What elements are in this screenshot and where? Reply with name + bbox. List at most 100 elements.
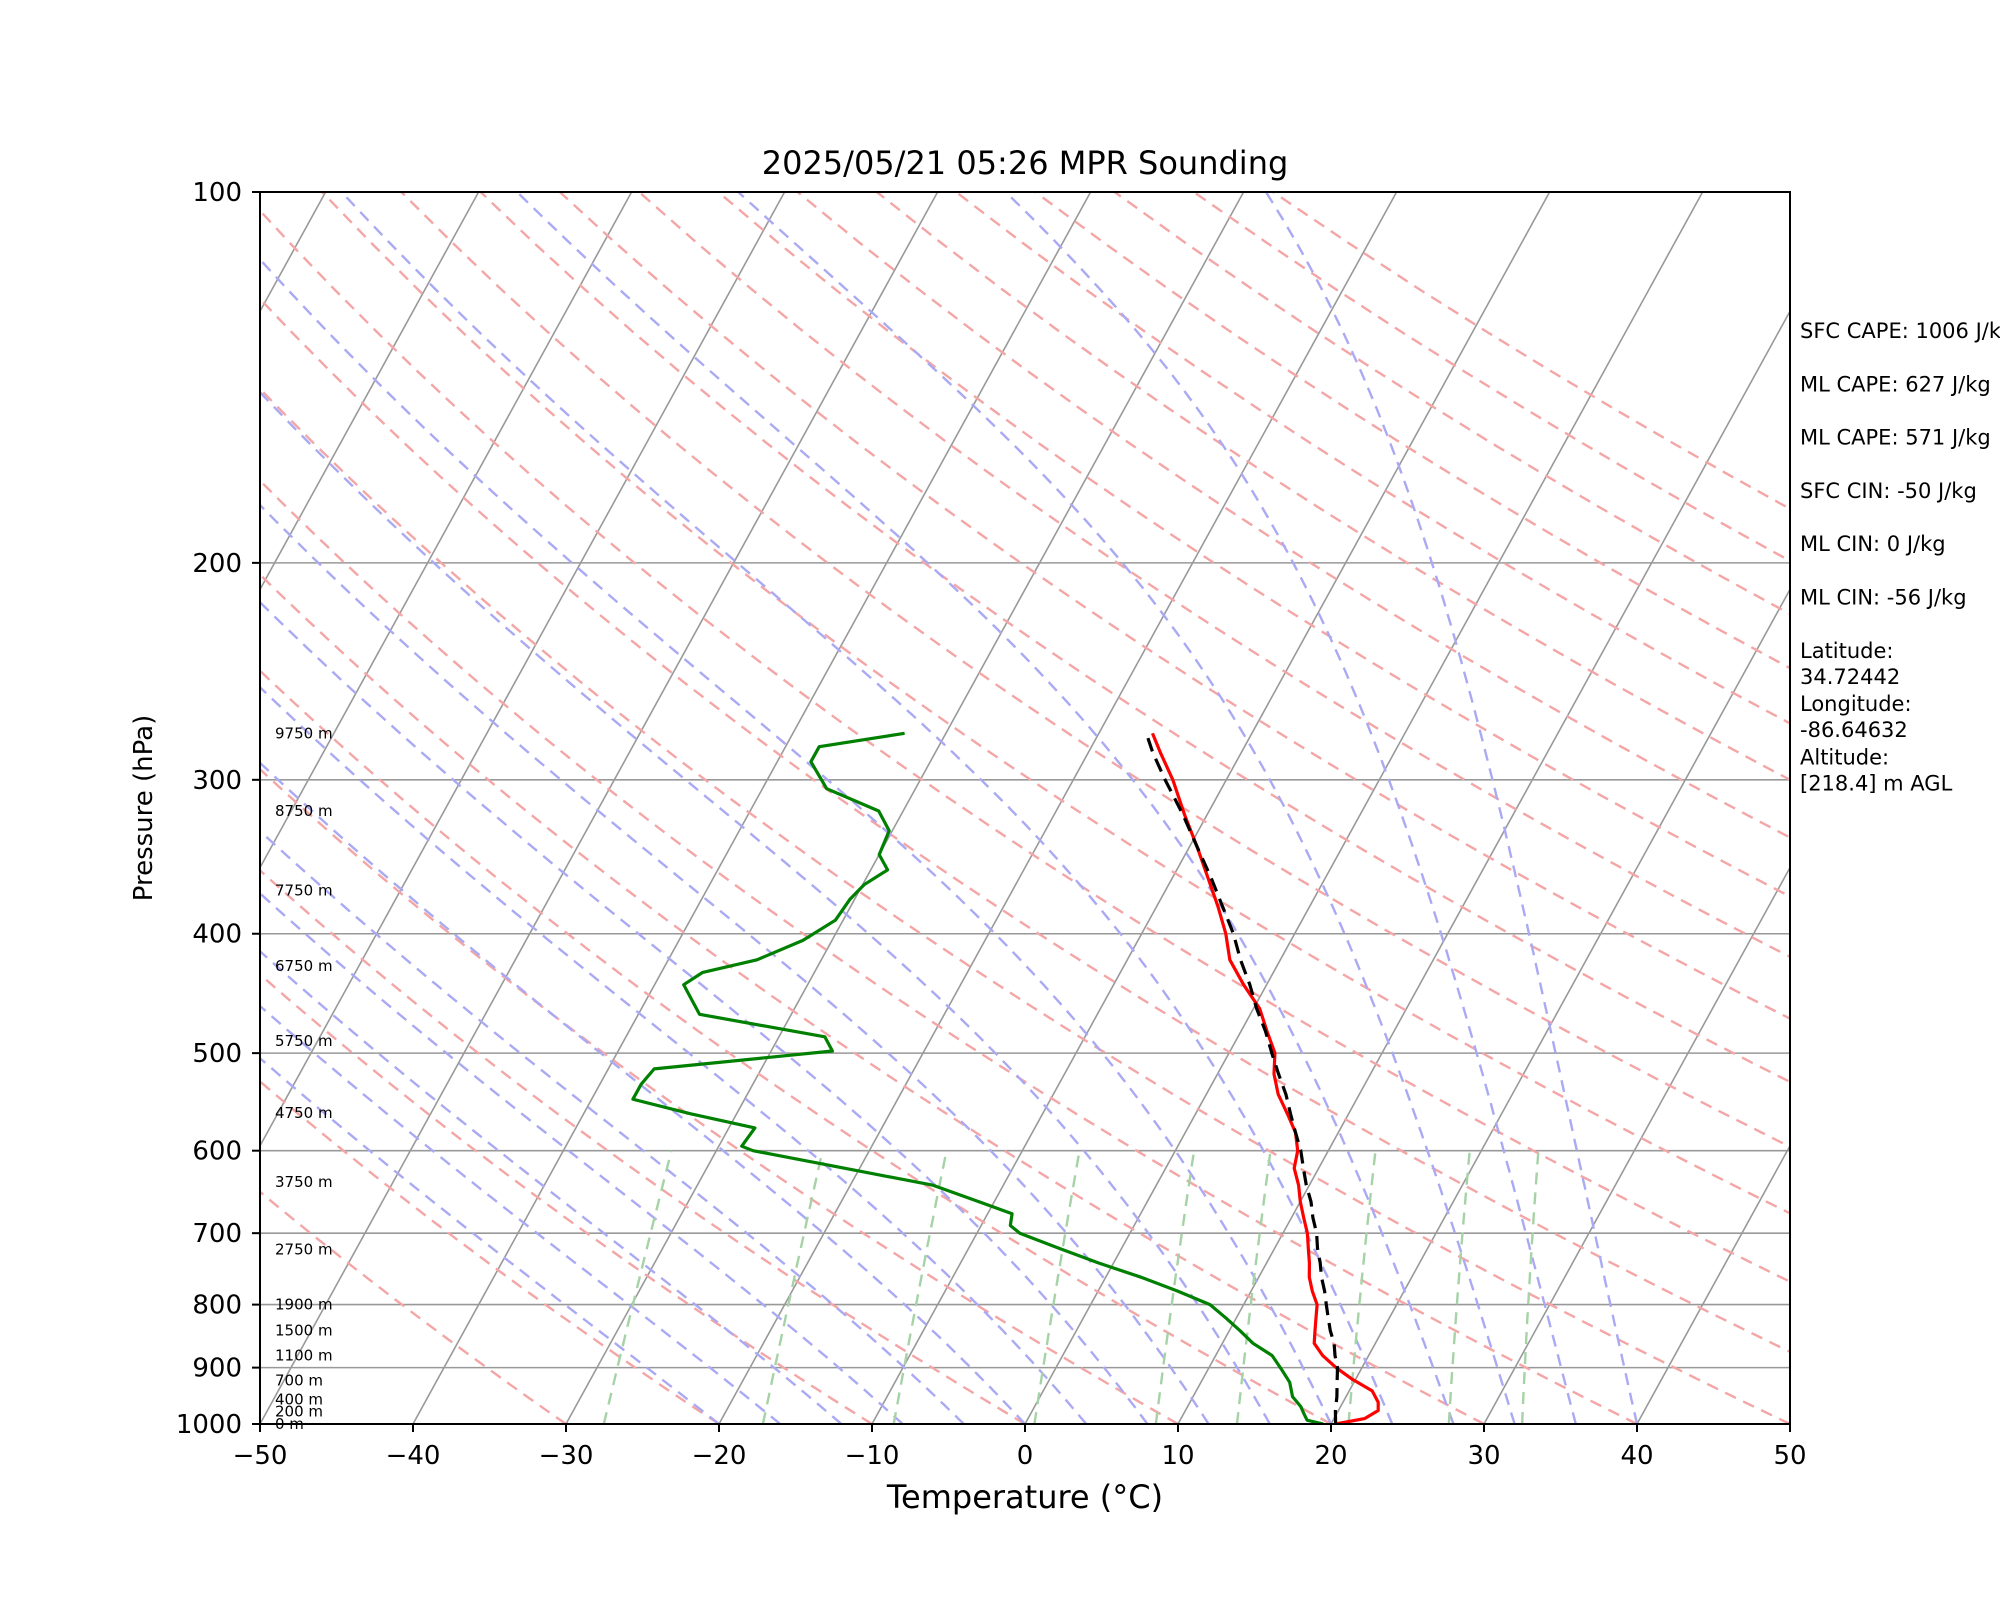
moist-adiabat-line (1264, 192, 1639, 1424)
isotherm-line (260, 192, 480, 592)
height-label: 1100 m (275, 1347, 333, 1365)
mixing-ratio-line (1033, 1150, 1081, 1424)
x-tick-label: 0 (1017, 1441, 1034, 1471)
annotations: SFC CAPE: 1006 J/kg ML CAPE: 627 J/kg ML C… (1800, 319, 2000, 795)
x-tick-label: −50 (233, 1441, 288, 1471)
dry-adiabat-line (260, 208, 1790, 1284)
x-tick-label: 10 (1161, 1441, 1194, 1471)
annotation-text: ML CAPE: 627 J/kg (1800, 372, 1991, 396)
moist-adiabat-line (260, 257, 1333, 1424)
height-label: 6750 m (275, 957, 333, 975)
moist-adiabat-line (260, 829, 965, 1424)
annotation-text: ML CIN: -56 J/kg (1800, 586, 1967, 610)
dry-adiabat-line (260, 478, 1638, 1424)
y-axis: 100 200 300 400 500 600 700 800 900 1000 (176, 178, 260, 1440)
height-label: 5750 m (275, 1032, 333, 1050)
y-tick-label: 300 (192, 766, 242, 796)
moist-adiabat-line (260, 390, 1271, 1424)
dry-adiabat-line (400, 192, 1790, 1149)
x-tick-label: 50 (1773, 1441, 1806, 1471)
annotation-text: Latitude: 34.72442 (1800, 639, 1900, 689)
y-tick-label: 500 (192, 1039, 242, 1069)
x-axis: −50 −40 −30 −20 −10 0 10 20 30 40 50 (233, 1424, 1807, 1471)
x-tick-label: −10 (845, 1441, 900, 1471)
x-tick-label: 20 (1314, 1441, 1347, 1471)
y-tick-label: 400 (192, 920, 242, 950)
annotation-text: Longitude: -86.64632 (1800, 692, 1912, 742)
mixing-ratio-line (1347, 1150, 1377, 1424)
moist-adiabat-line (260, 685, 1088, 1424)
annotation-text: SFC CAPE: 1006 J/kg (1800, 319, 2000, 343)
height-label: 7750 m (275, 882, 333, 900)
plot-area (0, 192, 1790, 1424)
height-label: 3750 m (275, 1173, 333, 1191)
plot-frame (259, 191, 1791, 1425)
dry-adiabat-line (260, 767, 1179, 1424)
dry-adiabat-line (260, 1190, 567, 1424)
height-label: 200 m (275, 1403, 323, 1421)
mixing-ratio-line (1235, 1150, 1272, 1424)
mixing-ratio-line (1520, 1150, 1540, 1424)
height-label: 700 m (275, 1372, 323, 1390)
isotherm-line (565, 192, 1245, 1424)
moist-adiabat-line (260, 503, 1210, 1424)
dewpoint-trace (631, 731, 1324, 1424)
isotherm-line (0, 192, 20, 1424)
height-label: 1900 m (275, 1296, 333, 1314)
mixing-ratio-line (602, 1150, 673, 1424)
isotherm-line (1330, 587, 1790, 1424)
y-tick-label: 800 (192, 1291, 242, 1321)
moist-adiabat-line (260, 891, 904, 1424)
grid-layer (0, 192, 1790, 1424)
height-label: 1500 m (275, 1322, 333, 1340)
temperature-trace (1151, 732, 1380, 1424)
x-tick-label: 30 (1467, 1441, 1500, 1471)
dry-adiabat-line (638, 192, 1790, 959)
dry-adiabat-line (479, 192, 1790, 1084)
x-tick-label: −20 (692, 1441, 747, 1471)
y-tick-label: 600 (192, 1137, 242, 1167)
annotation-text: ML CAPE: 571 J/kg (1800, 426, 1991, 450)
dry-adiabat-line (558, 192, 1790, 1020)
y-tick-label: 200 (192, 549, 242, 579)
mixing-ratio-line (892, 1150, 948, 1424)
height-label: 2750 m (275, 1241, 333, 1259)
isotherm-line (260, 192, 633, 870)
moist-adiabat-line (260, 761, 1026, 1424)
dry-adiabat-line (260, 868, 1026, 1424)
annotation-text: ML CIN: 0 J/kg (1800, 532, 1946, 556)
y-axis-label: Pressure (hPa) (129, 715, 159, 902)
y-tick-label: 100 (192, 178, 242, 208)
moist-adiabat-line (516, 192, 1455, 1424)
chart-title: 2025/05/21 05:26 MPR Sounding (762, 144, 1289, 182)
dry-adiabat-line (260, 972, 873, 1424)
isotherm-line (1636, 1144, 1790, 1424)
y-tick-label: 1000 (176, 1410, 242, 1440)
annotation-text: SFC CIN: -50 J/kg (1800, 479, 1977, 503)
x-axis-label: Temperature (°C) (886, 1478, 1163, 1516)
dry-adiabat-line (796, 192, 1790, 839)
moist-adiabat-line (340, 192, 1394, 1424)
dry-adiabat-line (321, 192, 1790, 1215)
isotherm-line (1177, 309, 1790, 1424)
dry-adiabat-line (260, 387, 1790, 1424)
height-label: 400 m (275, 1390, 323, 1408)
height-label: 9750 m (275, 724, 333, 742)
isotherm-line (260, 192, 786, 1148)
mixing-ratio-line (761, 1150, 824, 1424)
moist-adiabat-line (260, 600, 1149, 1424)
dry-adiabat-line (260, 1079, 720, 1424)
x-tick-label: −30 (539, 1441, 594, 1471)
dry-adiabat-line (876, 192, 1790, 782)
y-tick-label: 700 (192, 1219, 242, 1249)
isotherm-line (1483, 865, 1790, 1424)
x-tick-label: 40 (1620, 1441, 1653, 1471)
dry-adiabat-line (955, 192, 1790, 725)
data-layer (631, 731, 1380, 1424)
dry-adiabat-line (260, 572, 1485, 1424)
moist-adiabat-line (737, 192, 1516, 1424)
parcel-trace (1144, 732, 1340, 1424)
annotation-text: Altitude: [218.4] m AGL (1800, 745, 1953, 795)
mixing-ratio-line (1154, 1150, 1196, 1424)
